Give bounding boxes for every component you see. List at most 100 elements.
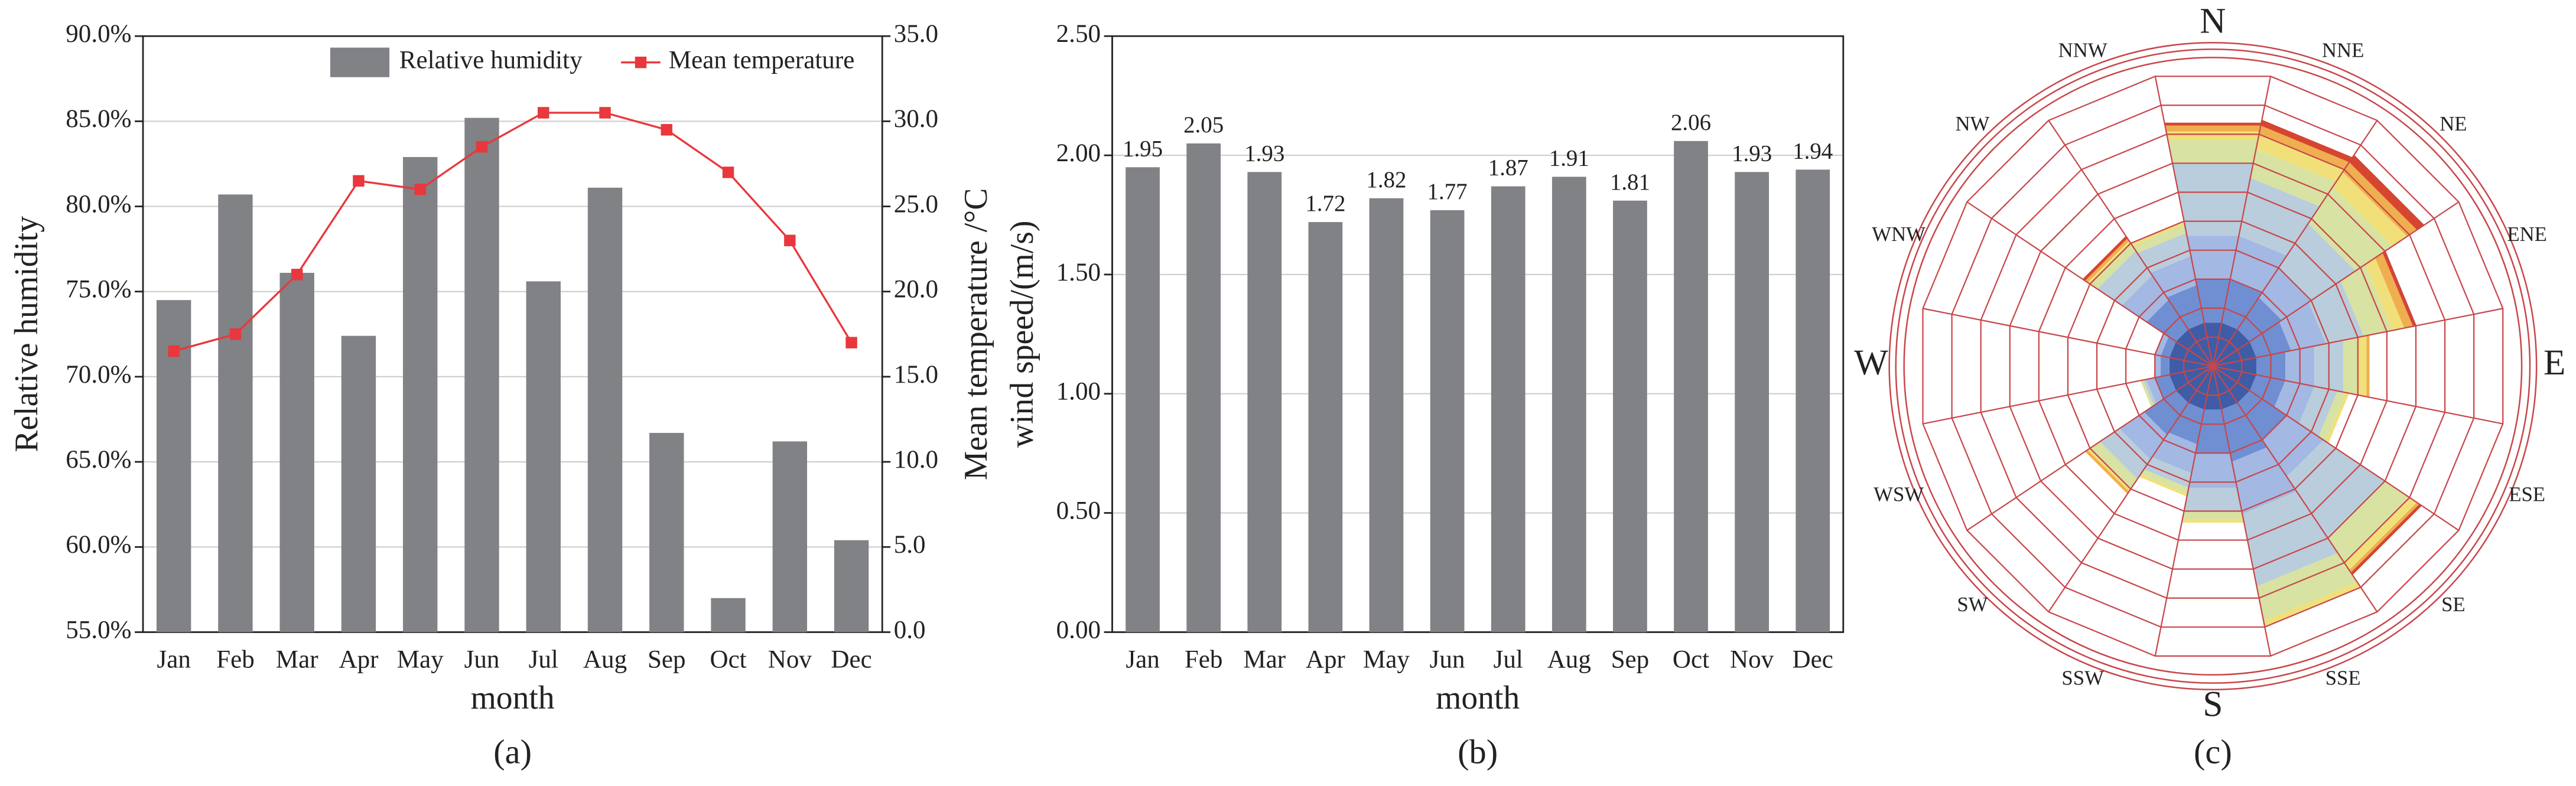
wind-speed-bar <box>1674 141 1708 632</box>
y-tick-label: 60.0% <box>66 531 131 559</box>
wind-segment <box>2085 449 2129 494</box>
wind-segment <box>2382 251 2416 327</box>
wind-segment <box>2278 223 2356 301</box>
spoke <box>2212 366 2460 531</box>
wind-segment <box>2146 377 2164 404</box>
wind-segment <box>2213 341 2257 367</box>
x-tick-label: Jun <box>1430 645 1465 673</box>
x-tick-label: Apr <box>339 645 378 673</box>
humidity-bar <box>403 156 438 632</box>
spoke <box>2212 201 2460 367</box>
value-label: 1.82 <box>1366 167 1406 193</box>
wind-segment <box>2175 329 2213 367</box>
wind-segment <box>2333 172 2408 247</box>
wind-segment <box>2262 415 2324 477</box>
wind-speed-bar <box>1796 169 1830 632</box>
wind-segment <box>2242 491 2338 587</box>
wind-segment <box>2166 131 2260 141</box>
humidity-bar <box>341 335 376 632</box>
wind-segment <box>2249 374 2286 407</box>
value-label: 1.95 <box>1123 136 1163 161</box>
wind-segment <box>2350 504 2422 575</box>
wind-segment <box>2318 391 2347 442</box>
wind-segment <box>2222 279 2262 330</box>
wind-segment <box>2168 403 2204 445</box>
humidity-bar <box>218 194 253 632</box>
panel-label: (c) <box>2194 732 2232 771</box>
wind-segment <box>2144 390 2188 435</box>
wind-segment <box>2237 297 2282 342</box>
wind-segment <box>2230 236 2287 293</box>
wind-segment <box>2188 322 2213 367</box>
wind-segment <box>2141 469 2189 494</box>
x-tick-label: Jan <box>157 645 190 673</box>
wind-segment <box>2097 250 2152 306</box>
wind-segment <box>2164 122 2262 126</box>
wind-speed-bar <box>1126 167 1160 632</box>
temperature-marker <box>229 328 242 340</box>
wind-segment <box>2256 134 2344 182</box>
value-label: 1.93 <box>1732 141 1772 166</box>
temperature-marker <box>784 234 796 246</box>
x-tick-label: Sep <box>648 645 686 673</box>
temperature-marker <box>414 183 426 195</box>
wind-segment <box>2169 341 2213 367</box>
y2-tick-label: 20.0 <box>894 276 938 304</box>
temperature-marker <box>599 107 611 119</box>
spoke <box>1923 308 2213 367</box>
direction-label: WNW <box>1872 223 1926 246</box>
value-label: 2.06 <box>1671 110 1711 135</box>
wind-segment <box>2250 148 2336 207</box>
wind-segment <box>2274 380 2315 424</box>
x-tick-label: Oct <box>710 645 746 673</box>
y2-tick-label: 25.0 <box>894 190 938 218</box>
direction-label: W <box>1854 343 1888 383</box>
wind-segment <box>2325 392 2350 443</box>
wind-segment <box>2172 163 2253 236</box>
wind-segment <box>2343 162 2417 237</box>
wind-segment <box>2087 448 2131 492</box>
spoke <box>2154 76 2214 367</box>
wind-segment <box>2256 553 2358 621</box>
direction-label: S <box>2203 684 2223 724</box>
outer-ring <box>1888 42 2538 691</box>
wind-speed-bar <box>1430 210 1465 632</box>
wind-segment <box>2175 366 2213 403</box>
spoke <box>2212 76 2272 367</box>
direction-label: WSW <box>1874 482 1924 505</box>
wind-segment <box>2165 125 2261 132</box>
y2-tick-label: 35.0 <box>894 20 938 48</box>
plot-frame <box>1111 35 1845 633</box>
x-tick-label: Aug <box>1547 645 1591 673</box>
wind-segment <box>2204 366 2222 410</box>
x-tick-label: Feb <box>216 645 255 673</box>
wind-segment <box>2344 497 2417 570</box>
spoke <box>2048 120 2214 367</box>
wind-segment <box>2196 279 2230 323</box>
spoke <box>1966 201 2214 367</box>
y2-tick-label: 0.0 <box>894 616 926 644</box>
wind-segment <box>2187 236 2239 279</box>
direction-label: NE <box>2440 112 2467 135</box>
wind-segment <box>2349 155 2425 230</box>
x-tick-label: Nov <box>1730 645 1774 673</box>
humidity-bar <box>464 118 499 632</box>
wind-segment <box>2155 333 2169 356</box>
x-axis-title: month <box>471 680 555 716</box>
wind-segment <box>2161 336 2176 358</box>
humidity-bar <box>649 433 684 632</box>
legend-marker <box>635 56 647 69</box>
wind-segment <box>2188 366 2213 410</box>
humidity-bar <box>772 441 808 632</box>
x-tick-label: Sep <box>1611 645 1650 673</box>
spoke <box>2212 366 2378 612</box>
wind-segment <box>2204 322 2222 367</box>
x-tick-label: Aug <box>583 645 627 673</box>
wind-segment <box>2260 119 2353 162</box>
spoke <box>2212 366 2272 657</box>
wind-segment <box>2169 357 2213 375</box>
temperature-marker <box>661 124 673 136</box>
wind-segment <box>2196 409 2230 454</box>
